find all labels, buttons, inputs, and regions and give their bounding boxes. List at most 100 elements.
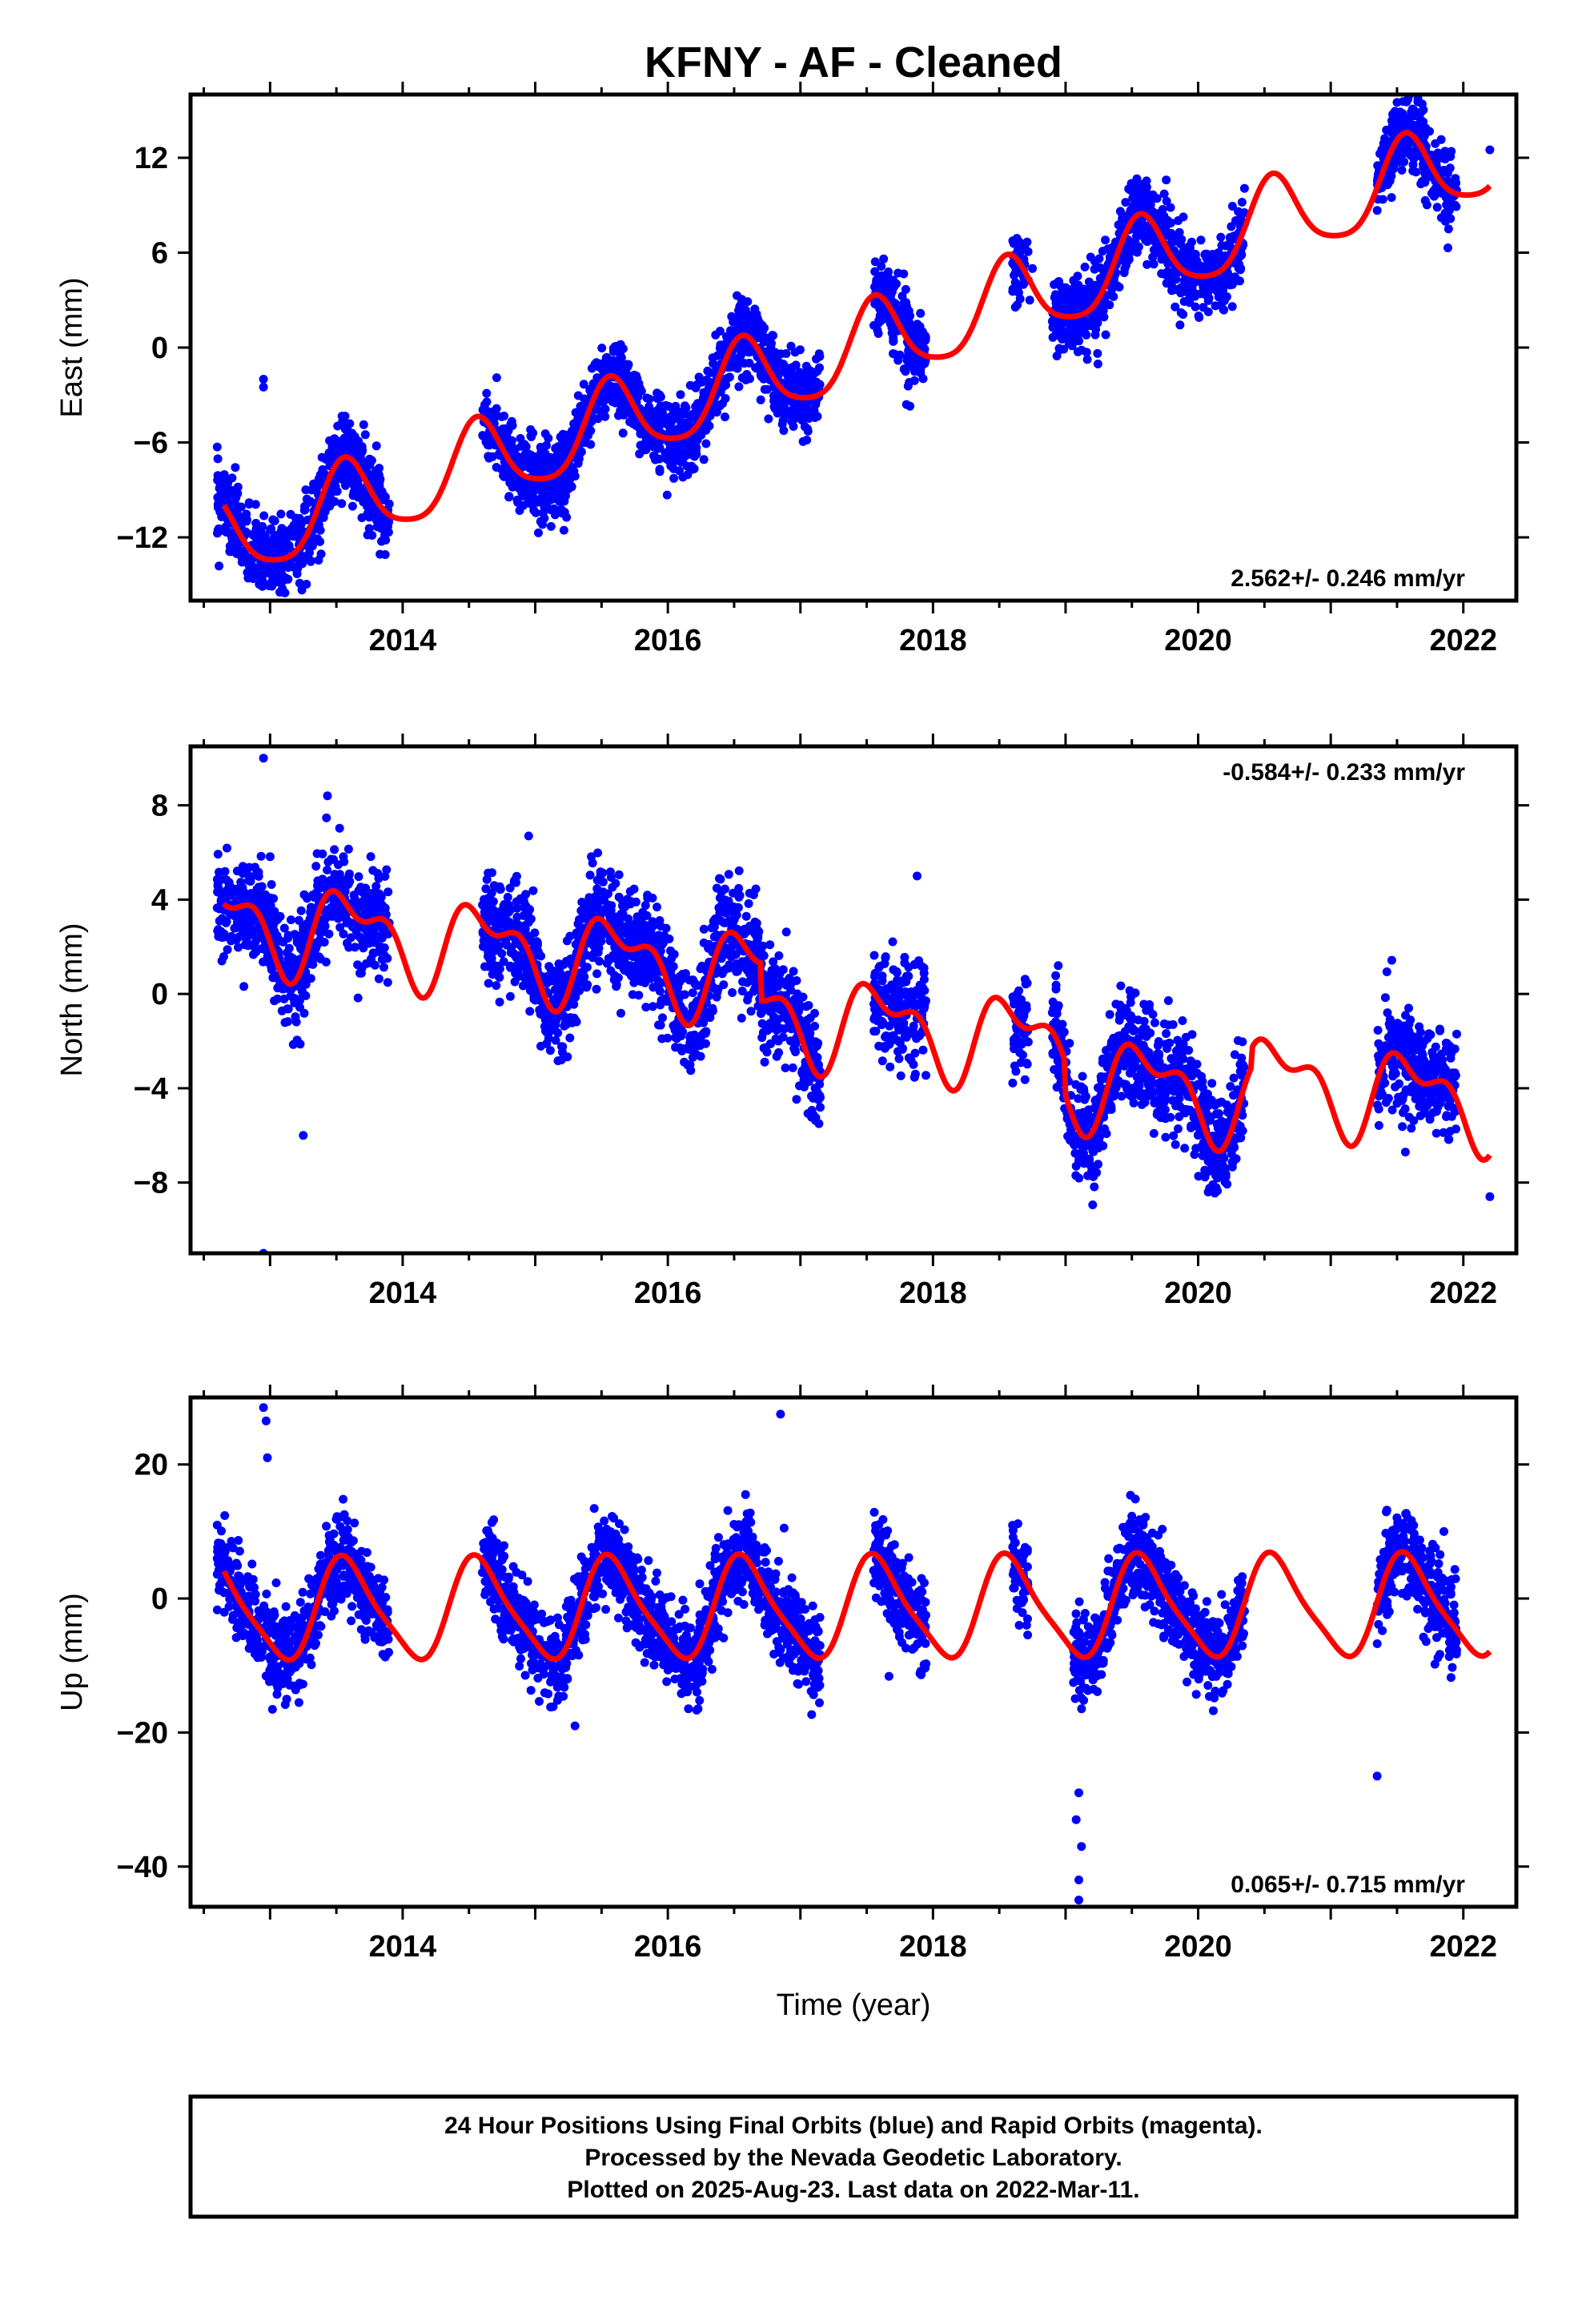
data-point (1174, 284, 1183, 294)
data-point (1166, 203, 1175, 212)
data-point (1405, 85, 1414, 94)
data-point (1385, 176, 1395, 186)
data-point (366, 500, 375, 509)
data-point (1177, 235, 1186, 244)
data-point (1227, 222, 1236, 231)
data-point (1080, 262, 1090, 271)
data-point (1082, 348, 1091, 357)
data-point (1163, 259, 1173, 268)
data-point (383, 978, 392, 987)
data-point (299, 890, 309, 899)
data-point (1149, 259, 1158, 269)
outlier-point (1028, 263, 1038, 273)
model-curve (221, 130, 1492, 563)
data-point (543, 479, 552, 489)
data-point (558, 429, 568, 439)
data-point (519, 460, 528, 469)
data-point (704, 384, 713, 393)
data-point (228, 489, 238, 499)
data-point (636, 440, 645, 450)
data-point (648, 1002, 657, 1011)
data-point (371, 441, 381, 451)
data-point (492, 961, 502, 971)
data-point (363, 530, 372, 540)
data-point (641, 1003, 651, 1012)
data-point (870, 267, 880, 276)
y-tick-label: 0 (151, 332, 168, 365)
data-point (347, 501, 357, 511)
data-point (331, 481, 340, 491)
data-point (760, 384, 769, 394)
data-point (643, 894, 652, 903)
data-point (492, 373, 501, 383)
data-point (288, 954, 298, 963)
data-point (699, 924, 709, 934)
data-point (692, 449, 701, 459)
data-point (678, 472, 688, 482)
data-point (246, 909, 255, 919)
data-point (306, 556, 315, 565)
data-point (770, 404, 780, 413)
data-point (501, 469, 511, 479)
data-point (1237, 250, 1247, 259)
data-point (1203, 307, 1213, 316)
data-point (798, 436, 808, 446)
data-point (339, 876, 348, 886)
data-point (1096, 312, 1106, 321)
data-point (1234, 207, 1243, 216)
data-point (247, 928, 257, 938)
data-point (889, 333, 898, 343)
data-point (1388, 110, 1397, 119)
data-point (239, 887, 249, 897)
data-point (231, 463, 240, 472)
data-point (310, 947, 319, 956)
data-point (753, 934, 763, 943)
data-point (279, 923, 289, 933)
data-point (1432, 203, 1442, 212)
x-tick-label: 2014 (369, 624, 437, 657)
data-points (212, 85, 1495, 597)
data-point (1059, 344, 1069, 354)
data-point (371, 882, 381, 891)
data-point (1051, 322, 1061, 332)
data-point (375, 889, 384, 899)
data-point (233, 482, 243, 492)
data-point (280, 588, 290, 597)
data-point (232, 549, 242, 558)
data-point (1205, 256, 1215, 266)
outlier-point (1392, 98, 1402, 107)
data-point (1094, 254, 1104, 263)
data-point (223, 885, 232, 895)
data-point (375, 480, 384, 490)
data-point (654, 1020, 663, 1030)
data-point (353, 993, 363, 1003)
data-point (592, 969, 602, 979)
data-point (213, 454, 223, 464)
data-point (721, 412, 729, 422)
data-point (884, 267, 893, 276)
data-point (1187, 254, 1197, 263)
data-point (769, 352, 779, 361)
data-point (301, 991, 311, 1000)
data-point (1404, 140, 1413, 150)
data-point (1093, 348, 1102, 358)
data-point (1440, 147, 1450, 156)
data-point (567, 469, 576, 479)
data-point (290, 998, 299, 1007)
data-point (250, 943, 259, 952)
data-point (497, 949, 507, 959)
data-point (1134, 242, 1143, 251)
data-point (283, 563, 293, 573)
data-point (480, 895, 489, 904)
data-point (751, 330, 761, 339)
data-point (213, 850, 223, 859)
data-point (295, 556, 304, 565)
data-point (1148, 252, 1158, 262)
data-point (340, 424, 350, 434)
outlier-point (259, 375, 268, 384)
data-point (267, 880, 276, 889)
data-point (909, 324, 918, 333)
data-point (712, 408, 721, 417)
data-point (1204, 293, 1214, 303)
data-point (1142, 259, 1152, 269)
